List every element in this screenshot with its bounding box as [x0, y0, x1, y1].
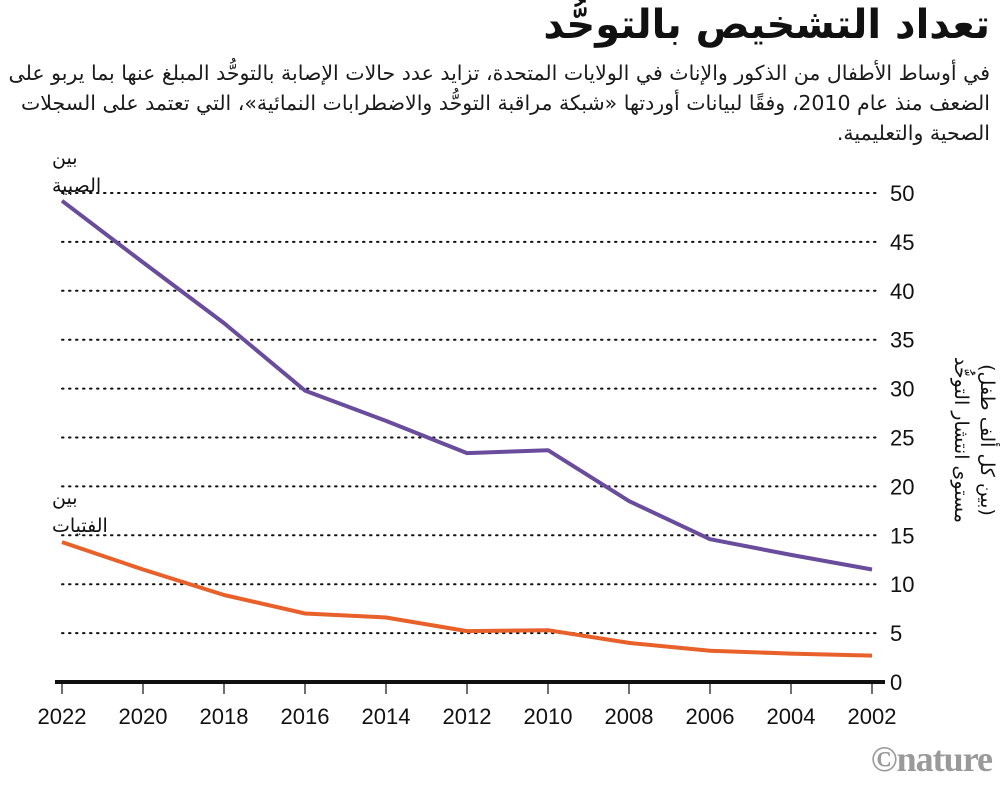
y-axis-label-units: (بين كل ألف طفل) [976, 364, 1000, 516]
series-label-girls-line2: الفتيات [52, 515, 108, 537]
x-tick-label: 2020 [119, 704, 168, 729]
x-tick-label: 2016 [281, 704, 330, 729]
x-axis: 2022 2020 2018 2016 2014 2012 2010 2008 2006 2004… [38, 680, 897, 729]
y-axis-ticks: 0 5 10 15 20 25 30 35 40 45 50 [890, 181, 914, 695]
chart-title: تعداد التشخيص بالتوحُّد [543, 2, 990, 48]
x-tick-label: 2008 [605, 704, 654, 729]
series-line-boys [60, 199, 873, 572]
chart-subtitle: في أوساط الأطفال من الذكور والإناث في ال… [8, 61, 991, 145]
y-tick-label: 5 [890, 621, 902, 646]
y-tick-label: 0 [890, 670, 902, 695]
series-label-girls-line1: بين [52, 487, 78, 509]
y-tick-label: 40 [890, 279, 914, 304]
x-tick-label: 2004 [767, 704, 816, 729]
y-tick-label: 30 [890, 377, 914, 402]
y-axis-label: مستوى انتشار التوحُّد [950, 357, 975, 523]
y-tick-label: 35 [890, 328, 914, 353]
y-tick-label: 15 [890, 523, 914, 548]
x-tick-label: 2010 [524, 704, 573, 729]
x-tick-label: 2022 [38, 704, 87, 729]
series-line-girls [61, 540, 873, 658]
y-tick-label: 10 [890, 572, 914, 597]
y-tick-label: 45 [890, 230, 914, 255]
series-labels: بين الصبية بين الفتيات [52, 147, 108, 537]
series-label-boys-line2: الصبية [52, 175, 101, 197]
y-tick-label: 20 [890, 474, 914, 499]
gridlines [61, 192, 879, 635]
x-tick-label: 2006 [686, 704, 735, 729]
series-label-boys-line1: بين [52, 147, 78, 169]
x-tick-label: 2012 [443, 704, 492, 729]
y-tick-label: 50 [890, 181, 914, 206]
x-tick-label: 2018 [200, 704, 249, 729]
y-tick-label: 25 [890, 426, 914, 451]
series-lines [60, 199, 873, 658]
x-tick-label: 2002 [848, 704, 897, 729]
nature-credit: ©nature [870, 739, 993, 779]
x-tick-label: 2014 [362, 704, 411, 729]
